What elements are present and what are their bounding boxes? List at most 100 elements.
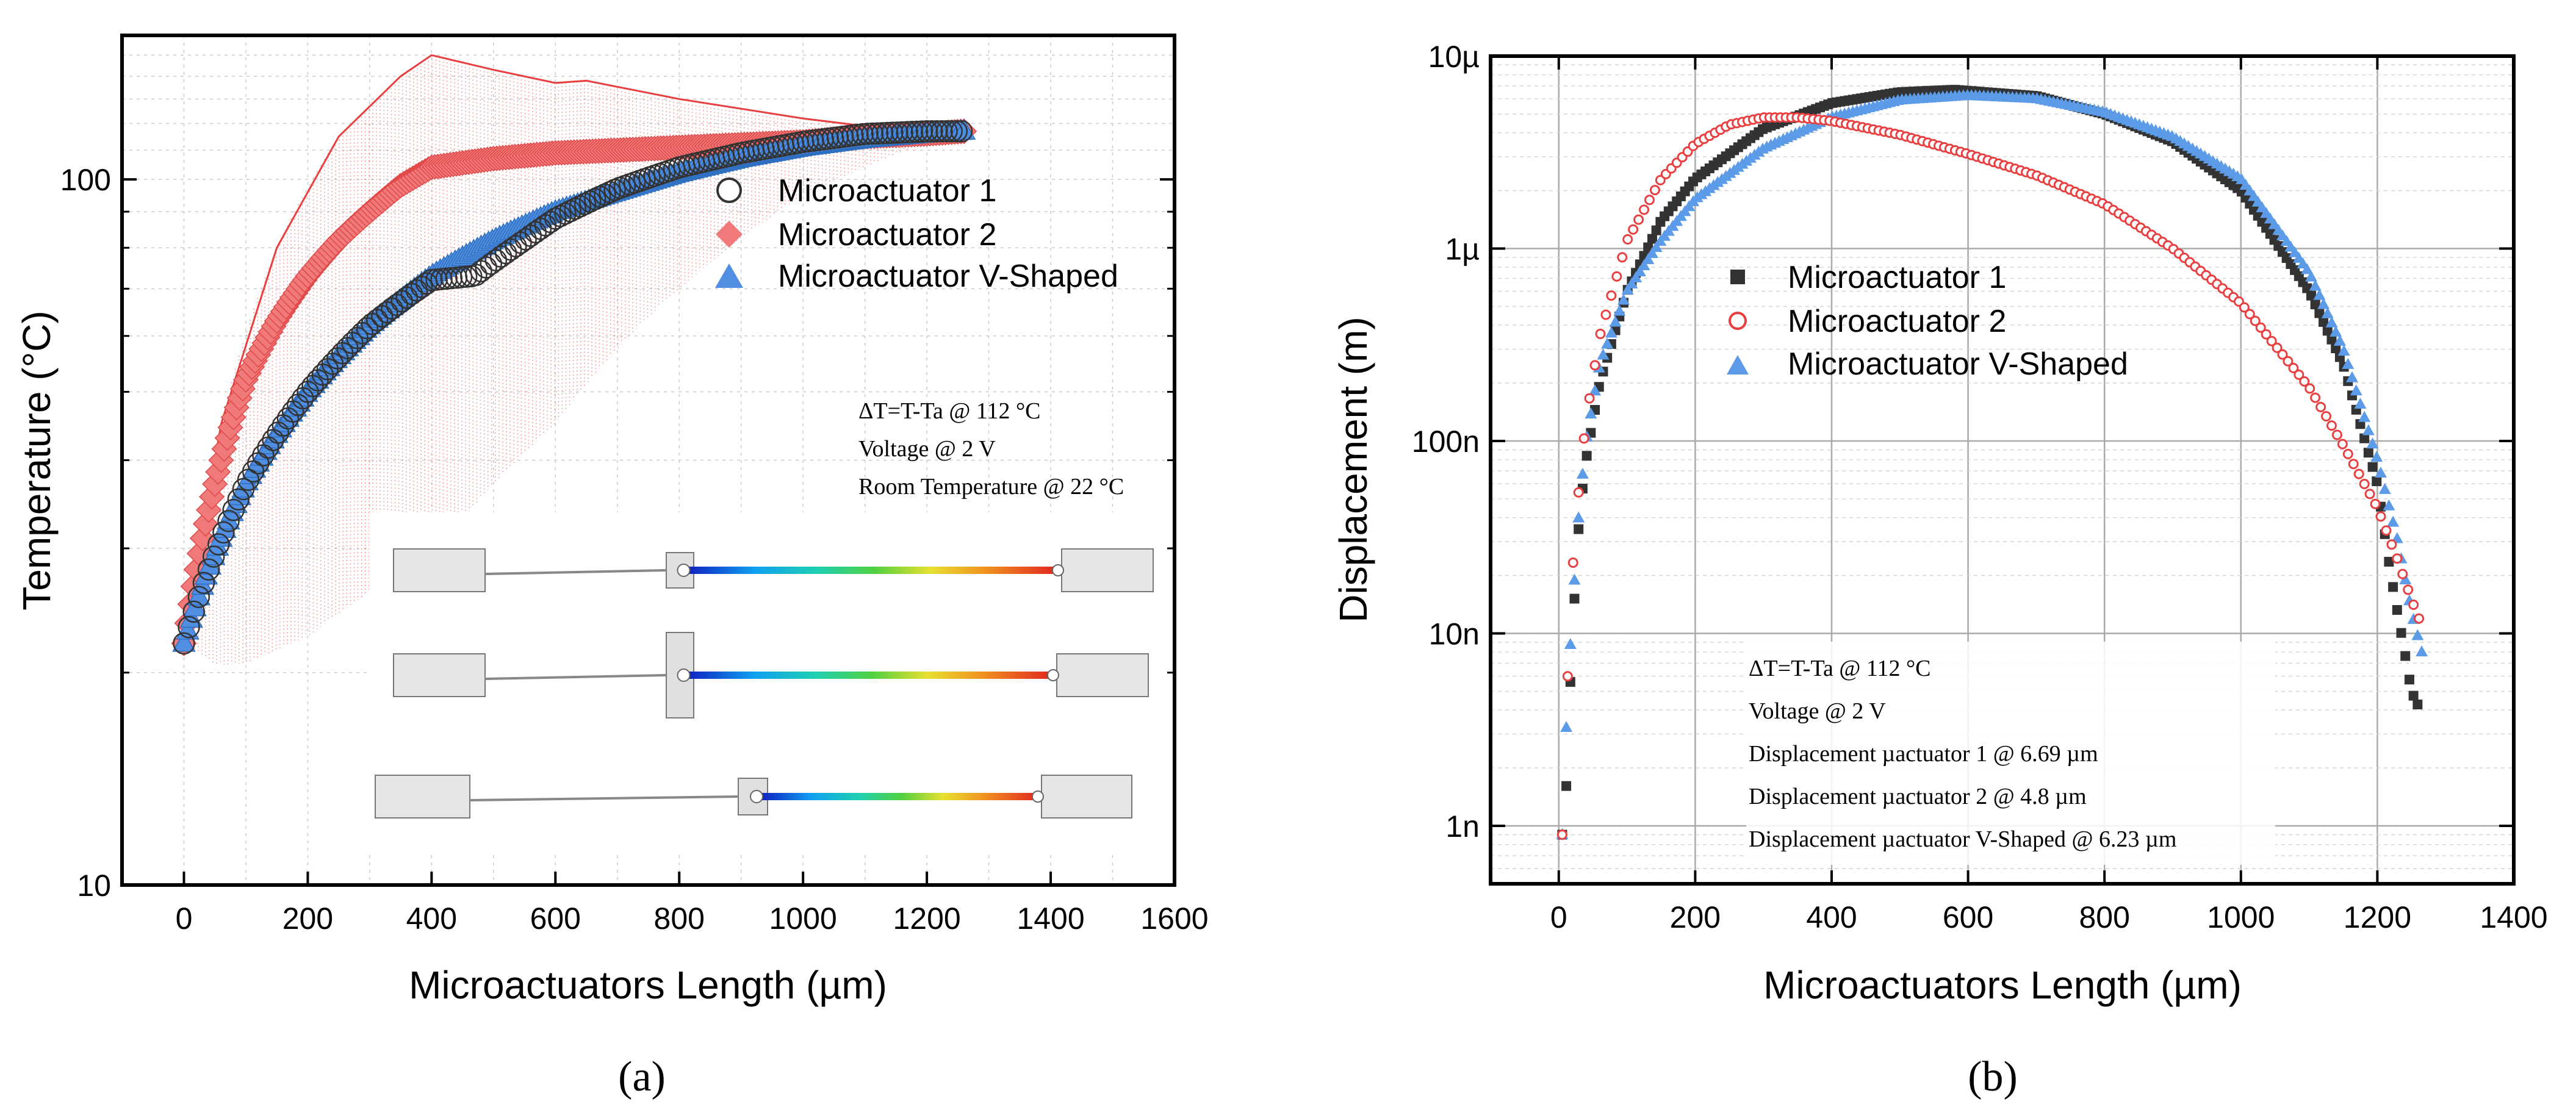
marker-b-microactuator-1 xyxy=(1651,225,1661,235)
x-tick-label: 0 xyxy=(1550,900,1567,934)
marker-b-microactuator-1 xyxy=(2392,605,2402,615)
marker-b-microactuator-v-shaped xyxy=(1621,283,1634,295)
marker-b-microactuator-1 xyxy=(2314,308,2325,318)
series-a xyxy=(171,118,977,656)
marker-b-microactuator-2 xyxy=(2397,568,2408,579)
marker-b-microactuator-v-shaped xyxy=(2387,515,2400,527)
marker-a-microactuator-1 xyxy=(554,202,577,225)
marker-a-microactuator-1 xyxy=(583,188,606,210)
marker-b-microactuator-1 xyxy=(2404,675,2414,685)
marker-b-microactuator-2 xyxy=(1573,487,1584,498)
marker-a-microactuator-1 xyxy=(935,120,958,143)
marker-b-microactuator-1 xyxy=(1561,781,1572,791)
marker-b-microactuator-v-shaped xyxy=(2362,424,2375,435)
marker-b-microactuator-2 xyxy=(1562,671,1573,682)
x-tick-label: 200 xyxy=(1670,900,1721,934)
marker-b-microactuator-2 xyxy=(1556,829,1567,840)
marker-a-microactuator-1 xyxy=(950,120,973,143)
x-tick-label: 800 xyxy=(654,901,705,936)
y-axis-label-a: Temperature (°C) xyxy=(15,310,59,611)
marker-a-microactuator-1 xyxy=(891,121,913,144)
y-tick-label: 1n xyxy=(1445,809,1480,844)
marker-b-microactuator-2 xyxy=(2342,448,2353,459)
legend-marker-circle xyxy=(716,177,742,203)
marker-a-microactuator-1 xyxy=(187,586,210,608)
beam-arm xyxy=(469,795,739,801)
marker-b-microactuator-2 xyxy=(1644,195,1655,206)
heated-beam xyxy=(688,567,1062,574)
marker-b-microactuator-v-shaped xyxy=(1638,259,1650,270)
marker-b-microactuator-2 xyxy=(1595,328,1606,339)
legend-marker-diamond xyxy=(716,221,743,248)
x-tick-label: 600 xyxy=(530,901,581,936)
marker-b-microactuator-1 xyxy=(2302,283,2312,293)
marker-b-microactuator-v-shaped xyxy=(1589,384,1602,396)
marker-a-microactuator-1 xyxy=(192,572,215,594)
legend-label-a-1: Microactuator 2 xyxy=(778,217,996,253)
marker-a-microactuator-1 xyxy=(886,121,908,144)
y-tick-label: 100n xyxy=(1412,425,1480,459)
marker-b-microactuator-1 xyxy=(2412,699,2423,709)
marker-b-microactuator-2 xyxy=(2315,401,2326,412)
marker-b-microactuator-2 xyxy=(2321,411,2332,422)
marker-b-microactuator-2 xyxy=(1655,174,1666,185)
marker-a-microactuator-1 xyxy=(222,498,245,521)
legend-marker-square xyxy=(1730,270,1745,284)
marker-b-microactuator-v-shaped xyxy=(2383,499,2395,511)
marker-b-microactuator-2 xyxy=(2277,349,2288,360)
marker-a-microactuator-1 xyxy=(915,120,938,143)
marker-a-microactuator-1 xyxy=(861,122,884,145)
marker-b-microactuator-v-shaped xyxy=(1650,241,1663,253)
annotation-a-2: Room Temperature @ 22 °C xyxy=(858,474,1124,500)
marker-b-microactuator-2 xyxy=(2272,342,2283,353)
y-axis-label-b: Displacement (m) xyxy=(1331,317,1375,622)
annotation-a-0: ΔT=T-Ta @ 112 °C xyxy=(858,398,1041,424)
legend-marker-circle xyxy=(1729,312,1747,330)
marker-b-microactuator-2 xyxy=(2392,553,2403,564)
legend-label-b-2: Microactuator V-Shaped xyxy=(1788,346,2128,382)
x-tick-label: 400 xyxy=(1806,900,1857,934)
marker-a-microactuator-1 xyxy=(930,120,953,143)
marker-b-microactuator-v-shaped xyxy=(2333,334,2346,346)
marker-a-microactuator-1 xyxy=(212,521,235,544)
marker-b-microactuator-2 xyxy=(2261,329,2272,340)
marker-a-microactuator-1 xyxy=(871,122,894,145)
marker-b-microactuator-2 xyxy=(1600,309,1611,320)
marker-b-microactuator-2 xyxy=(2283,356,2294,367)
annotation-b-2: Displacement µactuator 1 @ 6.69 µm xyxy=(1749,741,2098,767)
x-tick-label: 1000 xyxy=(2207,900,2275,934)
marker-b-microactuator-v-shaped xyxy=(2366,437,2379,449)
marker-b-microactuator-v-shaped xyxy=(1576,467,1589,479)
marker-b-microactuator-v-shaped xyxy=(1605,326,1617,338)
marker-b-microactuator-v-shaped xyxy=(2354,398,2367,409)
marker-a-microactuator-v-shaped xyxy=(190,573,215,595)
marker-b-microactuator-1 xyxy=(2310,299,2320,310)
marker-b-microactuator-v-shaped xyxy=(2313,288,2326,300)
x-tick-label: 800 xyxy=(2079,900,2129,934)
legend-marker-triangle xyxy=(1727,355,1749,374)
node xyxy=(677,564,691,577)
marker-a-microactuator-1 xyxy=(207,533,230,556)
marker-b-microactuator-1 xyxy=(2367,462,2378,472)
marker-b-microactuator-v-shaped xyxy=(2358,410,2371,422)
marker-b-microactuator-2 xyxy=(2353,468,2364,479)
marker-a-microactuator-1 xyxy=(881,121,904,144)
marker-b-microactuator-1 xyxy=(2388,582,2398,592)
marker-b-microactuator-2 xyxy=(2288,362,2299,373)
legend-marker-triangle xyxy=(715,263,743,288)
marker-a-microactuator-1 xyxy=(940,120,963,143)
marker-a-microactuator-1 xyxy=(564,197,587,220)
marker-b-microactuator-2 xyxy=(1611,271,1622,282)
marker-b-microactuator-2 xyxy=(1617,252,1628,263)
marker-a-microactuator-1 xyxy=(589,185,611,208)
marker-b-microactuator-1 xyxy=(2384,556,2394,567)
x-tick-label: 1200 xyxy=(2344,900,2411,934)
marker-b-microactuator-v-shaped xyxy=(1568,573,1581,585)
marker-b-microactuator-2 xyxy=(2386,539,2397,550)
marker-a-microactuator-1 xyxy=(945,120,968,143)
marker-b-microactuator-1 xyxy=(1647,234,1657,244)
annotation-b-1: Voltage @ 2 V xyxy=(1749,698,1886,724)
annotation-b-0: ΔT=T-Ta @ 112 °C xyxy=(1749,656,1931,681)
marker-b-microactuator-1 xyxy=(2372,476,2382,487)
